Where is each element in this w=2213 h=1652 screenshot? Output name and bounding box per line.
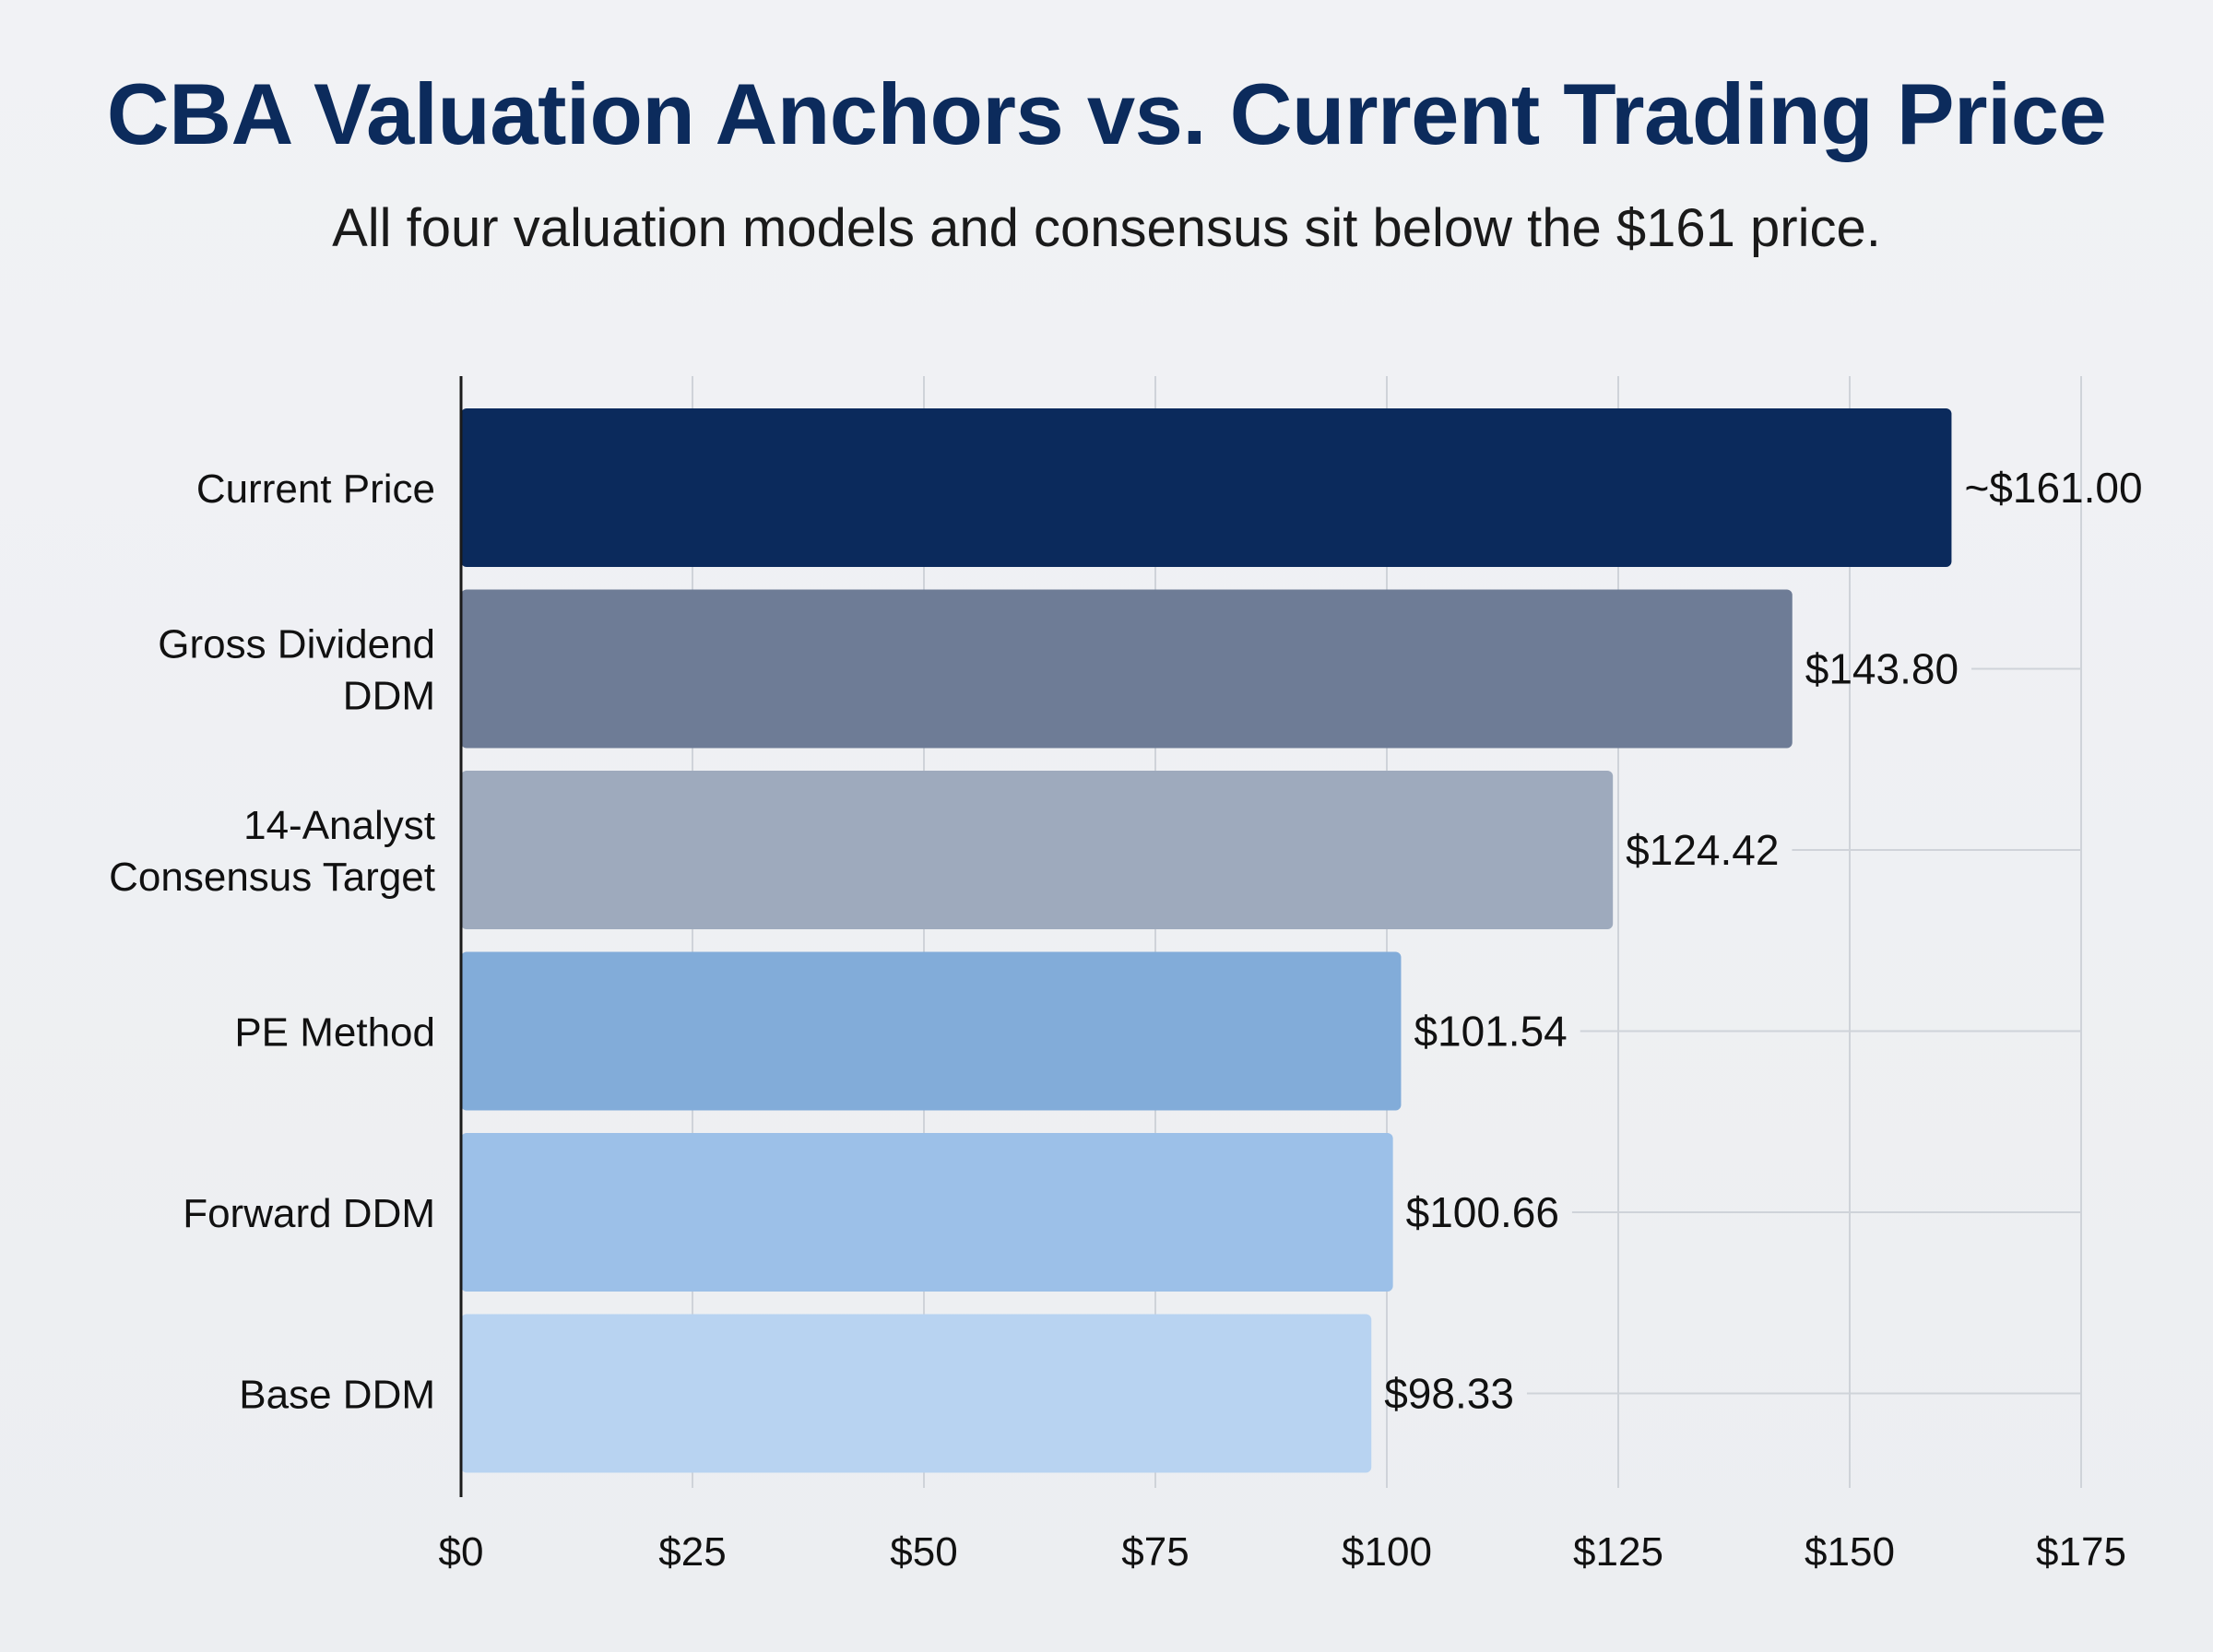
bar-value-label: $100.66 [1406,1188,1559,1236]
bar [461,589,1793,749]
category-label: 14-Analyst Consensus Target [109,803,435,900]
bar-value-label: $101.54 [1414,1008,1567,1056]
bar-value-label: $98.33 [1384,1370,1514,1418]
chart-title: CBA Valuation Anchors vs. Current Tradin… [106,65,2107,162]
bar [461,771,1614,929]
bars [461,408,1952,1473]
x-tick-label: $100 [1342,1529,1432,1575]
chart-subtitle: All four valuation models and consensus … [332,198,1881,258]
category-label: Current Price [196,466,435,512]
category-label: PE Method [234,1010,435,1056]
x-tick-label: $150 [1805,1529,1895,1575]
category-label: Base DDM [239,1373,435,1418]
category-label: Forward DDM [183,1191,435,1236]
bar-value-label: $143.80 [1805,645,1959,693]
bar-value-label: ~$161.00 [1964,464,2142,512]
bar [461,1314,1372,1473]
x-tick-label: $75 [1121,1529,1189,1575]
x-tick-label: $0 [439,1529,484,1575]
bar [461,408,1952,567]
x-tick-label: $50 [890,1529,957,1575]
bar [461,951,1402,1111]
bar [461,1133,1393,1292]
x-tick-label: $25 [658,1529,726,1575]
x-tick-label: $175 [2036,1529,2126,1575]
bar-value-label: $124.42 [1626,826,1779,874]
category-label: Gross Dividend DDM [158,622,435,719]
x-tick-label: $125 [1573,1529,1663,1575]
labels: $0 $25 $50 $75 $100 $125 $150 $175 ~$161.00 Curre… [109,464,2142,1575]
